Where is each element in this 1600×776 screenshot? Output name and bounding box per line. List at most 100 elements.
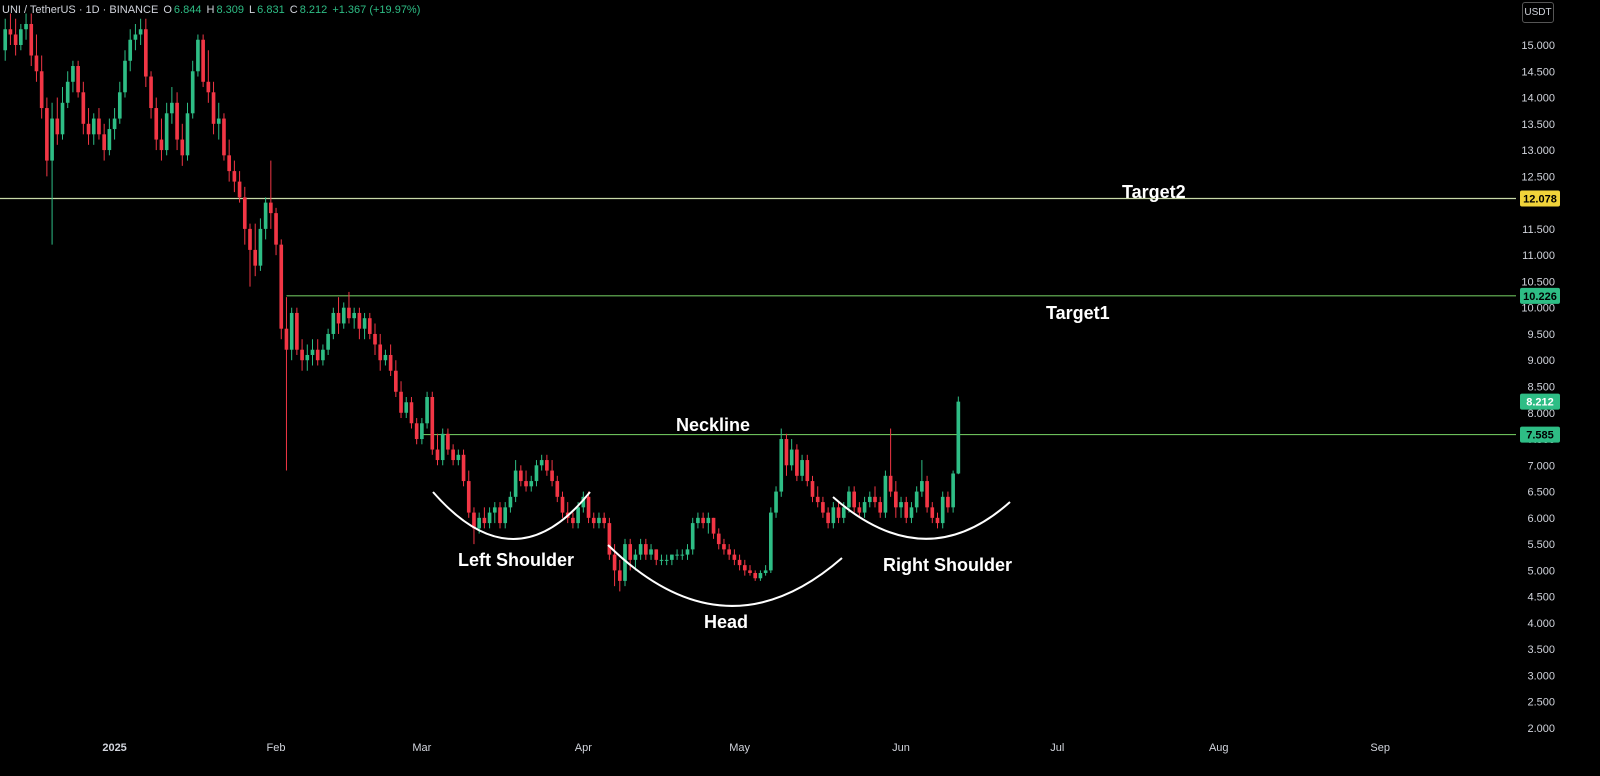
candle[interactable] [128,29,133,72]
candle[interactable] [513,460,518,503]
candle[interactable] [784,433,789,476]
candle[interactable] [821,496,825,518]
candle[interactable] [446,428,450,455]
candle[interactable] [867,491,872,508]
candle[interactable] [164,102,169,156]
candle[interactable] [701,512,705,529]
candle[interactable] [894,481,898,518]
candle[interactable] [263,197,268,240]
candle[interactable] [237,171,242,203]
candle[interactable] [836,502,841,524]
candle[interactable] [920,460,924,497]
candle[interactable] [420,418,424,445]
candle[interactable] [644,538,648,560]
candle[interactable] [326,328,330,355]
candle[interactable] [508,491,513,513]
candle[interactable] [571,512,575,529]
candle[interactable] [810,475,815,503]
candle[interactable] [555,475,560,503]
candle[interactable] [45,97,49,177]
candle[interactable] [274,207,278,256]
candle[interactable] [331,307,336,340]
candle[interactable] [690,517,695,555]
price-tag-last[interactable]: 8.212 [1520,393,1560,410]
candle[interactable] [805,454,810,487]
candle[interactable] [300,339,304,371]
candle[interactable] [341,302,346,329]
candle[interactable] [362,312,367,340]
candle[interactable] [649,544,653,560]
candle[interactable] [815,486,820,508]
candle[interactable] [742,559,747,576]
candle[interactable] [29,13,34,67]
candle[interactable] [170,87,174,124]
candle[interactable] [675,549,679,560]
candle[interactable] [883,470,888,518]
candle[interactable] [414,418,419,445]
candle[interactable] [117,81,122,124]
candle[interactable] [763,565,768,576]
candle[interactable] [185,102,190,161]
candle[interactable] [654,549,659,566]
candle[interactable] [878,496,883,518]
candle[interactable] [399,381,403,419]
candle[interactable] [154,97,159,151]
candle[interactable] [591,512,596,529]
candle[interactable] [248,223,252,287]
candle[interactable] [352,307,356,329]
candle[interactable] [529,475,534,492]
candle[interactable] [748,565,752,576]
candle[interactable] [107,118,112,156]
candle[interactable] [758,570,763,581]
candle[interactable] [779,428,784,497]
candle[interactable] [888,428,893,497]
candle[interactable] [206,50,211,103]
candle[interactable] [367,312,372,340]
candle[interactable] [196,34,200,77]
candle[interactable] [123,50,127,98]
candle[interactable] [357,307,362,340]
candle[interactable] [472,507,476,545]
candle[interactable] [727,544,731,560]
candle[interactable] [737,554,742,571]
candle[interactable] [831,502,836,529]
candle[interactable] [321,344,325,366]
candle[interactable] [13,18,18,56]
candle[interactable] [440,428,445,466]
candle[interactable] [227,139,231,182]
candle[interactable] [503,502,508,529]
candle[interactable] [940,491,945,529]
candle[interactable] [409,397,414,429]
candle[interactable] [279,239,284,340]
candle[interactable] [315,339,320,366]
candle[interactable] [190,60,195,119]
candle[interactable] [149,71,153,119]
candle[interactable] [909,502,914,524]
candle[interactable] [607,517,612,560]
candle[interactable] [19,23,23,51]
candle[interactable] [930,502,935,524]
candle[interactable] [565,502,570,524]
candle[interactable] [899,496,903,518]
candle[interactable] [586,491,591,524]
candle[interactable] [659,554,664,566]
candle[interactable] [722,538,726,555]
candle[interactable] [956,396,961,475]
candle[interactable] [925,475,929,513]
candle[interactable] [482,507,487,529]
currency-badge[interactable]: USDT [1522,2,1554,23]
candle[interactable] [253,223,258,277]
candle[interactable] [133,23,138,51]
candle[interactable] [91,113,96,145]
candle[interactable] [862,496,867,518]
candle[interactable] [60,87,65,140]
candle[interactable] [581,491,586,513]
candle[interactable] [545,454,549,476]
candle[interactable] [560,491,565,518]
candle[interactable] [769,507,773,574]
candle[interactable] [295,307,299,355]
candle[interactable] [519,465,523,487]
candle[interactable] [539,454,544,471]
candle[interactable] [71,60,75,93]
candle[interactable] [102,123,106,161]
